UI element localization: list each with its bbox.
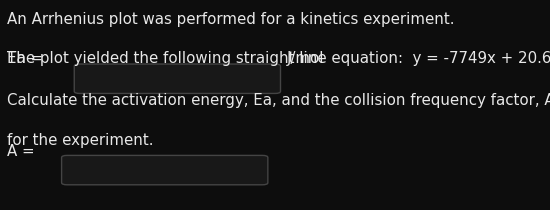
Text: The plot yielded the following straight line equation:  y = -7749x + 20.6: The plot yielded the following straight … xyxy=(7,51,550,66)
Text: A =: A = xyxy=(7,144,35,159)
Text: Ea =: Ea = xyxy=(7,51,43,66)
Text: An Arrhenius plot was performed for a kinetics experiment.: An Arrhenius plot was performed for a ki… xyxy=(7,12,455,26)
Text: Calculate the activation energy, Ea, and the collision frequency factor, A,: Calculate the activation energy, Ea, and… xyxy=(7,93,550,108)
FancyBboxPatch shape xyxy=(74,64,280,93)
FancyBboxPatch shape xyxy=(62,155,268,185)
Text: J/mol: J/mol xyxy=(287,51,324,66)
Text: for the experiment.: for the experiment. xyxy=(7,133,153,148)
